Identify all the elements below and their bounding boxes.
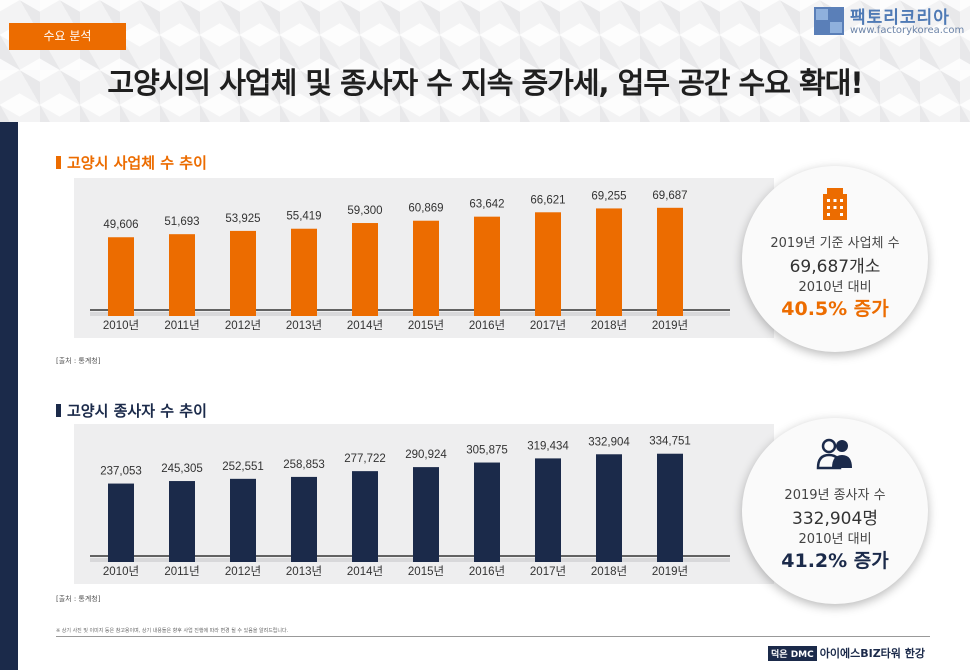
bar-2015년	[413, 220, 439, 316]
summary2-compare: 2010년 대비	[798, 532, 872, 547]
data-label: 237,053	[100, 466, 142, 478]
factorykorea-logo-icon	[814, 7, 844, 35]
category-label: 2015년	[408, 565, 444, 578]
summary1-value: 69,687개소	[789, 257, 881, 277]
left-accent-bar	[0, 122, 18, 670]
data-label: 49,606	[103, 219, 138, 231]
section-marker-icon	[56, 404, 61, 417]
bar-2013년	[291, 228, 317, 316]
bar-2014년	[352, 471, 378, 562]
chart2-title: 고양시 종사자 수 추이	[56, 400, 207, 421]
bar-2013년	[291, 476, 317, 562]
bar-2017년	[535, 458, 561, 562]
data-label: 55,419	[286, 211, 321, 223]
baseline-shadow	[90, 312, 730, 316]
data-label: 63,642	[469, 199, 504, 211]
category-label: 2013년	[286, 319, 322, 332]
data-label: 305,875	[466, 445, 508, 457]
bar-2012년	[230, 478, 256, 562]
category-label: 2017년	[530, 319, 566, 332]
data-label: 59,300	[347, 205, 382, 217]
category-label: 2011년	[164, 565, 199, 578]
header-background	[0, 0, 970, 122]
summary2-value: 332,904명	[792, 509, 878, 529]
category-label: 2019년	[652, 565, 688, 578]
category-label: 2015년	[408, 319, 444, 332]
category-label: 2010년	[103, 319, 139, 332]
bar-2014년	[352, 223, 378, 316]
building-icon	[823, 188, 847, 220]
chart2-title-text: 고양시 종사자 수 추이	[67, 402, 207, 420]
bar-2011년	[169, 234, 195, 316]
summary1-label: 2019년 기준 사업체 수	[770, 236, 900, 251]
chart1-panel: 49,606 2010년 51,693 2011년 53,925 2012년 55,419 2…	[74, 178, 774, 338]
bar-2019년	[657, 207, 683, 316]
summary1-compare: 2010년 대비	[798, 280, 872, 295]
category-label: 2018년	[591, 565, 627, 578]
footer-brand: 덕은 DMC 아이에스BIZ타워 한강	[768, 645, 925, 661]
bar-2012년	[230, 230, 256, 316]
data-label: 60,869	[408, 203, 443, 215]
data-label: 69,255	[591, 190, 626, 202]
summary2-circle: 2019년 종사자 수 332,904명 2010년 대비 41.2% 증가	[742, 418, 928, 604]
data-label: 51,693	[164, 216, 199, 228]
data-label: 332,904	[588, 436, 630, 448]
data-label: 258,853	[283, 459, 325, 471]
bar-2011년	[169, 481, 195, 562]
summary1-growth: 40.5% 증가	[781, 298, 889, 320]
chart1-title-text: 고양시 사업체 수 추이	[67, 154, 207, 172]
bar-2018년	[596, 208, 622, 316]
category-label: 2019년	[652, 319, 688, 332]
category-label: 2016년	[469, 565, 505, 578]
footer-divider	[56, 636, 930, 637]
chart2-bars: 237,053 2010년 245,305 2011년 252,551 2012년 258,…	[90, 436, 730, 578]
category-label: 2018년	[591, 319, 627, 332]
category-label: 2010년	[103, 565, 139, 578]
category-label: 2014년	[347, 319, 383, 332]
data-label: 66,621	[530, 194, 565, 206]
page-title: 고양시의 사업체 및 종사자 수 지속 증가세, 업무 공간 수요 확대!	[107, 66, 863, 100]
bar-2017년	[535, 212, 561, 316]
bar-2019년	[657, 453, 683, 562]
data-label: 53,925	[225, 213, 260, 225]
section-marker-icon	[56, 156, 61, 169]
bar-2010년	[108, 483, 134, 562]
chart2-source: [출처 : 통계청]	[56, 595, 101, 603]
category-label: 2014년	[347, 565, 383, 578]
bar-2016년	[474, 462, 500, 562]
data-label: 245,305	[161, 463, 203, 475]
chart2-panel: 237,053 2010년 245,305 2011년 252,551 2012년 258,…	[74, 424, 774, 584]
category-label: 2016년	[469, 319, 505, 332]
baseline-shadow	[90, 558, 730, 562]
bar-2016년	[474, 216, 500, 316]
data-label: 319,434	[527, 440, 569, 452]
footnote: ※ 상기 사진 및 이미지 등은 참고용이며, 상기 내용들은 향후 사업 진행…	[56, 628, 289, 634]
data-label: 277,722	[344, 453, 386, 465]
category-label: 2012년	[225, 565, 261, 578]
summary2-growth: 41.2% 증가	[781, 550, 889, 572]
bar-2010년	[108, 237, 134, 316]
footer-brand-dmc: 덕은 DMC	[768, 646, 817, 661]
workers-icon	[816, 438, 852, 470]
data-label: 69,687	[652, 190, 687, 202]
chart1-title: 고양시 사업체 수 추이	[56, 152, 207, 173]
chart1-bars: 49,606 2010년 51,693 2011년 53,925 2012년 55,419 2…	[90, 190, 730, 332]
section-tag: 수요 분석	[9, 23, 126, 50]
data-label: 334,751	[649, 436, 691, 448]
category-label: 2012년	[225, 319, 261, 332]
category-label: 2013년	[286, 565, 322, 578]
logo-name: 팩토리코리아	[850, 8, 950, 28]
category-label: 2011년	[164, 319, 199, 332]
data-label: 252,551	[222, 461, 264, 473]
summary1-circle: 2019년 기준 사업체 수 69,687개소 2010년 대비 40.5% 증…	[742, 166, 928, 352]
data-label: 290,924	[405, 449, 447, 461]
bar-2018년	[596, 454, 622, 562]
chart1-source: [출처 : 통계청]	[56, 357, 101, 365]
bar-2015년	[413, 467, 439, 562]
footer-brand-name: 아이에스BIZ타워 한강	[819, 647, 925, 660]
summary2-label: 2019년 종사자 수	[784, 488, 886, 503]
logo-url: www.factorykorea.com	[850, 25, 965, 36]
category-label: 2017년	[530, 565, 566, 578]
